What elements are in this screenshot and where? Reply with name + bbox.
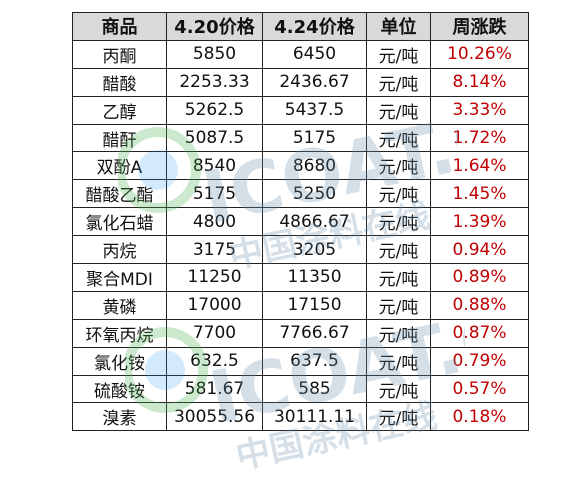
cell-price-0420: 11250 (166, 263, 263, 292)
cell-weekly-change: 0.57% (430, 374, 529, 404)
table-row: 丙酮 5850 6450 元/吨 10.26% (72, 39, 529, 69)
cell-price-0420: 4800 (166, 207, 263, 237)
cell-product: 醋酸乙酯 (72, 179, 167, 209)
cell-price-0424: 4866.67 (262, 207, 367, 237)
cell-price-0420: 5175 (166, 179, 263, 209)
cell-price-0420: 3175 (166, 235, 263, 265)
cell-product: 双酚A (72, 151, 167, 181)
cell-price-0420: 581.67 (166, 374, 263, 404)
cell-unit: 元/吨 (366, 179, 431, 209)
header-product: 商品 (72, 12, 167, 41)
cell-price-0424: 3205 (262, 235, 367, 265)
cell-price-0420: 632.5 (166, 346, 263, 376)
cell-price-0424: 5250 (262, 179, 367, 209)
cell-unit: 元/吨 (366, 67, 431, 97)
cell-product: 黄磷 (72, 290, 167, 320)
cell-price-0424: 30111.11 (262, 402, 367, 432)
cell-unit: 元/吨 (366, 346, 431, 376)
cell-unit: 元/吨 (366, 318, 431, 348)
cell-product: 溴素 (72, 402, 167, 432)
table-row: 硫酸铵 581.67 585 元/吨 0.57% (72, 374, 529, 404)
cell-unit: 元/吨 (366, 123, 431, 153)
cell-product: 醋酐 (72, 123, 167, 153)
cell-price-0420: 5262.5 (166, 95, 263, 125)
table-row: 氯化铵 632.5 637.5 元/吨 0.79% (72, 346, 529, 376)
cell-price-0420: 8540 (166, 151, 263, 181)
cell-weekly-change: 1.39% (430, 207, 529, 237)
table-row: 聚合MDI 11250 11350 元/吨 0.89% (72, 263, 529, 292)
table-row: 乙醇 5262.5 5437.5 元/吨 3.33% (72, 95, 529, 125)
cell-product: 硫酸铵 (72, 374, 167, 404)
cell-product: 丙烷 (72, 235, 167, 265)
cell-unit: 元/吨 (366, 235, 431, 265)
cell-product: 氯化石蜡 (72, 207, 167, 237)
table-row: 醋酸乙酯 5175 5250 元/吨 1.45% (72, 179, 529, 209)
table-row: 黄磷 17000 17150 元/吨 0.88% (72, 290, 529, 320)
cell-unit: 元/吨 (366, 207, 431, 237)
cell-weekly-change: 0.79% (430, 346, 529, 376)
price-table-container: 商品 4.20价格 4.24价格 单位 周涨跌 丙酮 5850 6450 元/吨 10.… (72, 12, 529, 432)
cell-unit: 元/吨 (366, 39, 431, 69)
cell-price-0420: 17000 (166, 290, 263, 320)
table-row: 溴素 30055.56 30111.11 元/吨 0.18% (72, 402, 529, 432)
cell-price-0424: 7766.67 (262, 318, 367, 348)
table-row: 丙烷 3175 3205 元/吨 0.94% (72, 235, 529, 265)
cell-price-0424: 5437.5 (262, 95, 367, 125)
cell-weekly-change: 8.14% (430, 67, 529, 97)
cell-price-0420: 5850 (166, 39, 263, 69)
header-weekly-change: 周涨跌 (430, 12, 529, 41)
cell-weekly-change: 0.88% (430, 290, 529, 320)
cell-price-0424: 11350 (262, 263, 367, 292)
cell-product: 醋酸 (72, 67, 167, 97)
cell-product: 聚合MDI (72, 263, 167, 292)
cell-weekly-change: 10.26% (430, 39, 529, 69)
cell-weekly-change: 0.87% (430, 318, 529, 348)
cell-weekly-change: 3.33% (430, 95, 529, 125)
cell-unit: 元/吨 (366, 263, 431, 292)
header-unit: 单位 (366, 12, 431, 41)
cell-price-0420: 30055.56 (166, 402, 263, 432)
cell-price-0424: 2436.67 (262, 67, 367, 97)
table-body: 丙酮 5850 6450 元/吨 10.26% 醋酸 2253.33 2436.67 元/吨 8.… (72, 39, 529, 432)
cell-unit: 元/吨 (366, 402, 431, 432)
cell-unit: 元/吨 (366, 290, 431, 320)
cell-price-0424: 6450 (262, 39, 367, 69)
cell-product: 丙酮 (72, 39, 167, 69)
table-row: 氯化石蜡 4800 4866.67 元/吨 1.39% (72, 207, 529, 237)
cell-price-0424: 585 (262, 374, 367, 404)
cell-price-0424: 5175 (262, 123, 367, 153)
cell-product: 乙醇 (72, 95, 167, 125)
cell-weekly-change: 1.64% (430, 151, 529, 181)
cell-price-0420: 7700 (166, 318, 263, 348)
cell-weekly-change: 1.45% (430, 179, 529, 209)
cell-unit: 元/吨 (366, 151, 431, 181)
header-price-0420: 4.20价格 (166, 12, 263, 41)
cell-product: 氯化铵 (72, 346, 167, 376)
cell-weekly-change: 0.94% (430, 235, 529, 265)
cell-unit: 元/吨 (366, 95, 431, 125)
header-price-0424: 4.24价格 (262, 12, 367, 41)
cell-weekly-change: 0.89% (430, 263, 529, 292)
table-header-row: 商品 4.20价格 4.24价格 单位 周涨跌 (72, 12, 529, 41)
cell-price-0424: 8680 (262, 151, 367, 181)
table-row: 醋酐 5087.5 5175 元/吨 1.72% (72, 123, 529, 153)
table-row: 环氧丙烷 7700 7766.67 元/吨 0.87% (72, 318, 529, 348)
cell-unit: 元/吨 (366, 374, 431, 404)
cell-weekly-change: 1.72% (430, 123, 529, 153)
cell-weekly-change: 0.18% (430, 402, 529, 432)
cell-product: 环氧丙烷 (72, 318, 167, 348)
cell-price-0420: 2253.33 (166, 67, 263, 97)
price-change-table: 商品 4.20价格 4.24价格 单位 周涨跌 丙酮 5850 6450 元/吨 10.… (72, 12, 529, 432)
table-row: 双酚A 8540 8680 元/吨 1.64% (72, 151, 529, 181)
cell-price-0420: 5087.5 (166, 123, 263, 153)
cell-price-0424: 637.5 (262, 346, 367, 376)
cell-price-0424: 17150 (262, 290, 367, 320)
table-row: 醋酸 2253.33 2436.67 元/吨 8.14% (72, 67, 529, 97)
